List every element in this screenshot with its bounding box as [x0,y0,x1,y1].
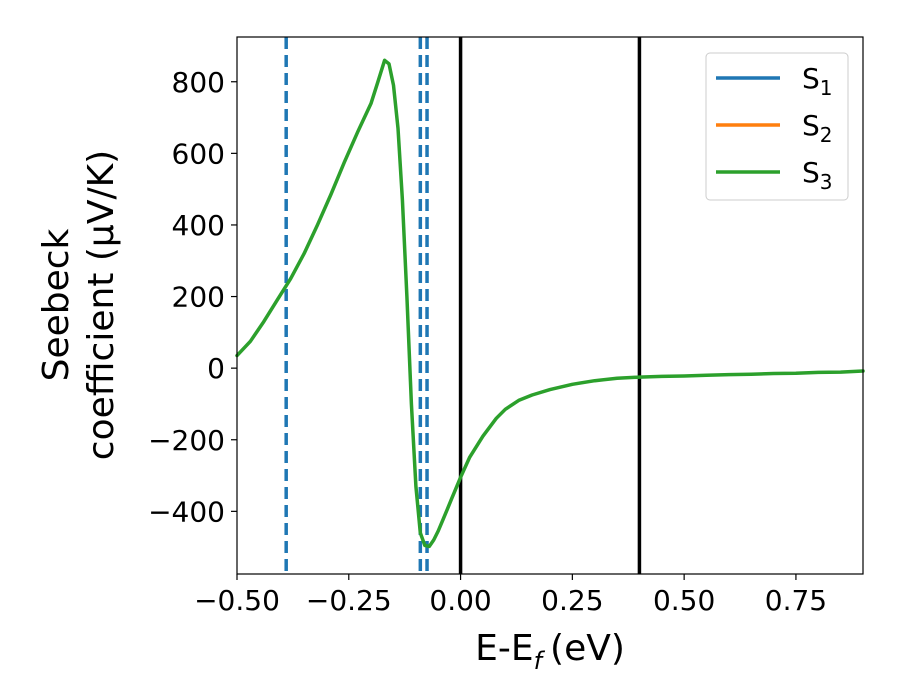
x-tick-label: 0.00 [429,584,491,617]
y-tick-label: −400 [148,495,225,528]
y-tick-label: 600 [172,137,225,170]
y-axis: 800 600 400 200 0 −200 −400 [148,66,237,528]
x-tick-label: 0.50 [653,584,715,617]
x-tick-label: 0.25 [541,584,603,617]
y-tick-label: 0 [207,352,225,385]
plot-frame [236,36,864,575]
y-tick-label: −200 [148,424,225,457]
series-line-S3 [235,58,865,549]
legend-label-S1: S1 [802,62,833,100]
x-axis: −0.50 −0.25 0.00 0.25 0.50 0.75 [194,574,827,617]
x-axis-title: E-Ef (eV) [475,628,625,675]
y-axis-title-line1: Seebeck [36,228,77,381]
legend-label-S3: S3 [802,156,833,194]
y-axis-title-line2: coefficient (μV/K) [81,150,122,460]
x-tick-label: −0.50 [194,584,280,617]
y-tick-label: 400 [172,209,225,242]
legend-label-S2: S2 [802,109,833,147]
x-tick-label: 0.75 [765,584,827,617]
y-tick-label: 800 [172,66,225,99]
x-axis-title-sub: f [534,647,546,675]
x-axis-title-unit: (eV) [550,628,625,669]
y-axis-title: Seebeck coefficient (μV/K) [36,150,122,460]
legend: S1 S2 S3 [705,52,849,201]
x-tick-label: −0.25 [306,584,392,617]
y-tick-label: 200 [172,281,225,314]
x-axis-title-main: E-E [475,628,533,669]
plot-area [235,37,865,574]
